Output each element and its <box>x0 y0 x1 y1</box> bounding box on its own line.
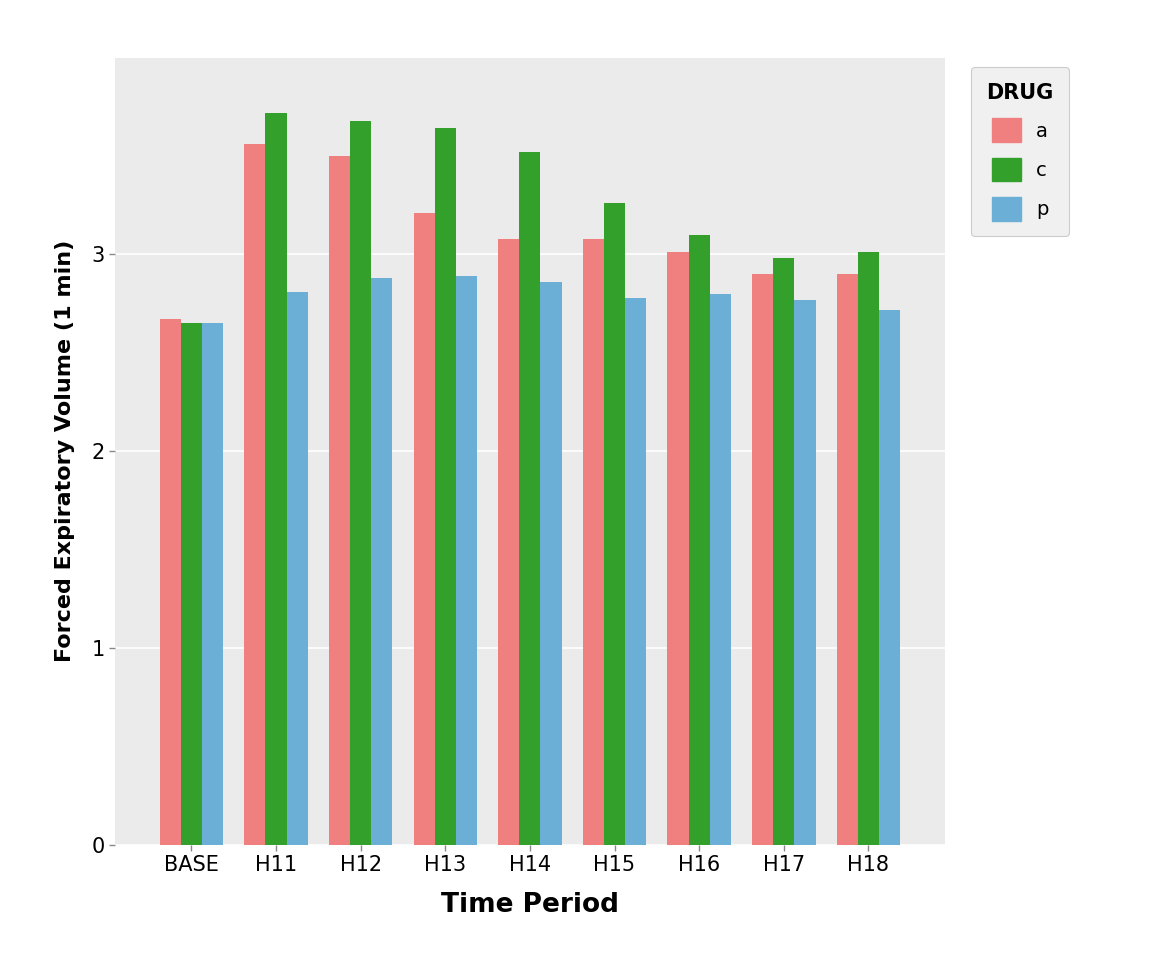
Bar <box>350 121 371 845</box>
Legend: a, c, p: a, c, p <box>971 67 1069 236</box>
Bar <box>836 275 858 845</box>
X-axis label: Time Period: Time Period <box>441 892 619 918</box>
Y-axis label: Forced Expiratory Volume (1 min): Forced Expiratory Volume (1 min) <box>55 240 75 662</box>
Bar <box>456 276 477 845</box>
Bar <box>434 129 456 845</box>
Bar <box>265 112 287 845</box>
Bar <box>710 294 730 845</box>
Bar <box>879 309 900 845</box>
Bar <box>414 213 434 845</box>
Bar <box>795 300 816 845</box>
Bar <box>626 298 646 845</box>
Bar <box>160 320 181 845</box>
Bar <box>520 152 540 845</box>
Bar <box>689 235 710 845</box>
Bar <box>858 252 879 845</box>
Bar <box>540 282 562 845</box>
Bar <box>371 278 393 845</box>
Bar <box>773 258 795 845</box>
Bar <box>604 204 626 845</box>
Bar <box>244 144 265 845</box>
Bar <box>583 239 604 845</box>
Bar <box>287 292 308 845</box>
Bar <box>498 239 520 845</box>
Bar <box>329 156 350 845</box>
Bar <box>202 324 223 845</box>
Bar <box>667 252 689 845</box>
Bar <box>752 275 773 845</box>
Bar <box>181 324 202 845</box>
